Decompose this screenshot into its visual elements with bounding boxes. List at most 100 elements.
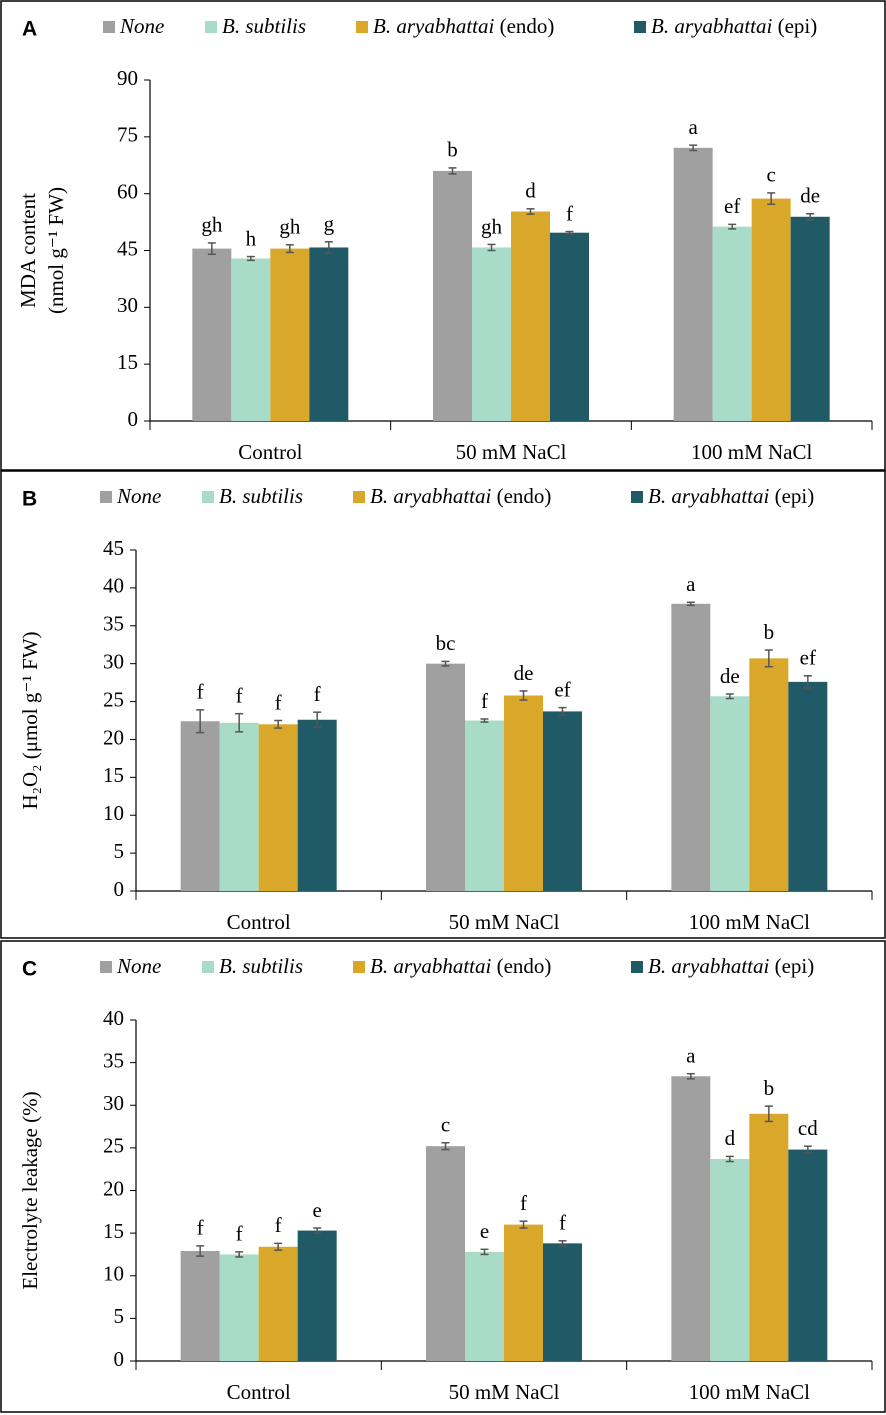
- bar: [543, 711, 582, 891]
- significance-letter: f: [559, 1211, 566, 1235]
- legend-label: None: [116, 484, 161, 508]
- y-tick-label: 20: [103, 1176, 124, 1200]
- legend-swatch: [353, 491, 365, 503]
- bar: [751, 198, 791, 421]
- bar: [219, 722, 259, 891]
- y-tick-label: 40: [103, 574, 124, 598]
- error-bar: [285, 244, 294, 254]
- y-tick-label: 5: [114, 1304, 125, 1328]
- y-tick-label: 0: [114, 877, 125, 901]
- panel: C None B. subtilis B. aryabhattai (endo) B. …: [0, 940, 886, 1413]
- legend-swatch: [100, 491, 112, 503]
- bar: [749, 1113, 789, 1361]
- y-axis-title: MDA content: [16, 193, 40, 308]
- error-bar: [480, 1248, 489, 1256]
- error-bar: [803, 1145, 812, 1154]
- legend-label: B. aryabhattai (epi): [648, 484, 814, 508]
- significance-letter: f: [197, 680, 204, 704]
- legend-swatch: [631, 491, 643, 503]
- bar: [258, 724, 298, 891]
- panel: B None B. subtilis B. aryabhattai (endo) B. …: [0, 470, 886, 939]
- error-bar: [767, 192, 776, 206]
- y-tick-label: 30: [117, 293, 138, 317]
- legend-label: None: [119, 14, 164, 38]
- y-tick-label: 5: [114, 839, 125, 863]
- panel: A None B. subtilis B. aryabhattai (endo) B. …: [0, 0, 886, 471]
- bar: [465, 1251, 504, 1361]
- error-bar: [725, 693, 734, 700]
- significance-letter: b: [447, 138, 458, 162]
- bar: [231, 258, 271, 421]
- significance-letter: f: [275, 1213, 282, 1237]
- significance-letter: de: [720, 664, 740, 688]
- error-bar: [728, 223, 737, 230]
- error-bar: [480, 718, 489, 723]
- y-tick-label: 35: [103, 1048, 124, 1072]
- significance-letter: e: [480, 1219, 489, 1243]
- y-tick-label: 35: [103, 612, 124, 636]
- bar: [297, 1230, 337, 1361]
- y-tick-label: 10: [103, 1262, 124, 1286]
- legend-swatch: [631, 961, 643, 973]
- bar: [192, 248, 232, 421]
- legend-label: B. aryabhattai (epi): [648, 954, 814, 978]
- y-tick-label: 15: [103, 1219, 124, 1243]
- y-tick-label: 40: [103, 1006, 124, 1030]
- y-tick-label: 25: [103, 1134, 124, 1158]
- y-tick-label: 10: [103, 801, 124, 825]
- bar: [465, 720, 504, 891]
- significance-letter: g: [324, 212, 335, 236]
- bar: [472, 247, 511, 421]
- legend-swatch: [202, 961, 214, 973]
- bar: [710, 696, 750, 891]
- bar: [504, 695, 543, 891]
- bar: [180, 721, 220, 891]
- error-bar: [313, 1227, 322, 1234]
- panel-label: B: [22, 488, 37, 511]
- significance-letter: cd: [798, 1116, 818, 1140]
- legend-label: B. aryabhattai (epi): [651, 14, 817, 38]
- error-bar: [725, 1155, 734, 1163]
- significance-letter: ef: [724, 194, 740, 218]
- significance-letter: gh: [481, 214, 503, 238]
- significance-letter: bc: [436, 631, 456, 655]
- significance-letter: f: [197, 1216, 204, 1240]
- significance-letter: b: [764, 620, 775, 644]
- legend-label: B. aryabhattai (endo): [373, 14, 554, 38]
- x-tick-label: Control: [227, 1380, 291, 1404]
- bar: [710, 1158, 750, 1361]
- y-tick-label: 25: [103, 687, 124, 711]
- significance-letter: f: [566, 201, 573, 225]
- error-bar: [689, 144, 698, 152]
- significance-letter: f: [481, 689, 488, 713]
- bar: [712, 226, 752, 421]
- bar: [790, 216, 830, 421]
- bar: [671, 1076, 711, 1361]
- y-tick-label: 15: [117, 350, 138, 374]
- error-bar: [764, 1105, 773, 1123]
- significance-letter: de: [800, 184, 820, 208]
- significance-letter: h: [246, 226, 257, 250]
- error-bar: [235, 712, 244, 733]
- x-tick-label: 50 mM NaCl: [456, 440, 567, 464]
- significance-letter: f: [520, 1191, 527, 1215]
- error-bar: [487, 243, 496, 252]
- bar: [749, 658, 789, 891]
- error-bar: [764, 649, 773, 668]
- significance-letter: d: [725, 1126, 736, 1150]
- bar: [543, 1243, 582, 1361]
- bar: [426, 1146, 465, 1361]
- error-bar: [235, 1251, 244, 1258]
- x-tick-label: 50 mM NaCl: [449, 1380, 560, 1404]
- error-bar: [441, 1142, 450, 1151]
- significance-letter: a: [689, 115, 699, 139]
- significance-letter: gh: [201, 213, 223, 237]
- error-bar: [313, 711, 322, 729]
- error-bar: [196, 709, 205, 734]
- bar: [433, 170, 472, 421]
- panel-label: C: [22, 958, 37, 981]
- significance-letter: de: [514, 661, 534, 685]
- error-bar: [526, 208, 535, 215]
- legend-swatch: [100, 961, 112, 973]
